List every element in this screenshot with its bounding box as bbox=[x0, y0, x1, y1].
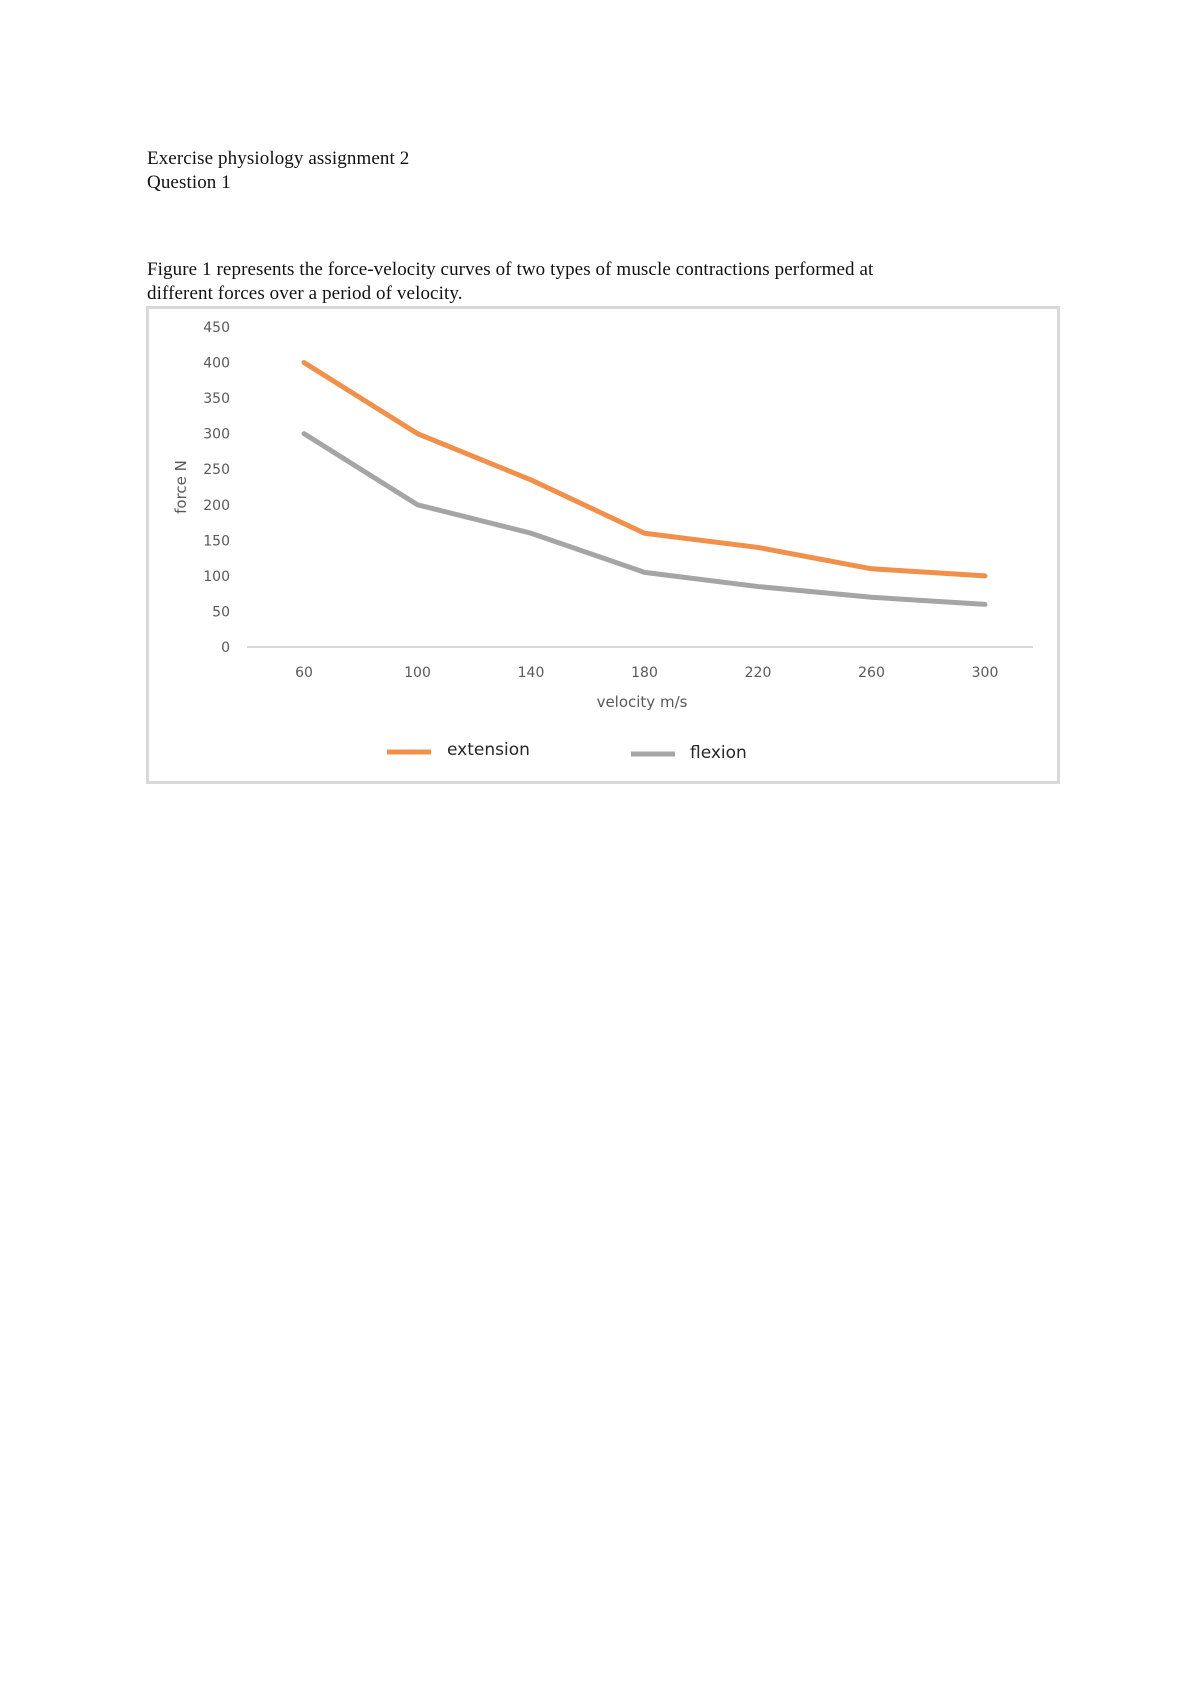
x-tick-label: 100 bbox=[404, 665, 431, 681]
y-tick-label: 200 bbox=[203, 498, 230, 514]
x-tick-label: 300 bbox=[972, 665, 999, 681]
x-tick-label: 260 bbox=[858, 665, 885, 681]
legend-label-extension: extension bbox=[447, 740, 530, 760]
x-tick-label: 60 bbox=[295, 665, 313, 681]
question-label: Question 1 bbox=[147, 172, 231, 193]
chart-frame bbox=[146, 306, 1060, 784]
force-velocity-chart: 0 50 100 150 200 250 300 350 400 450 60 100 140 180 2… bbox=[172, 320, 1033, 763]
y-axis-ticks: 0 50 100 150 200 250 300 350 400 450 bbox=[203, 320, 230, 656]
series-lines bbox=[301, 360, 988, 607]
y-tick-label: 350 bbox=[203, 391, 230, 407]
y-axis-title: force N bbox=[172, 460, 190, 514]
figure-caption-line-1: Figure 1 represents the force-velocity c… bbox=[147, 259, 874, 280]
series-line-extension bbox=[301, 360, 988, 579]
x-axis-ticks: 60 100 140 180 220 260 300 bbox=[295, 665, 998, 681]
x-tick-label: 140 bbox=[518, 665, 545, 681]
y-tick-label: 100 bbox=[203, 569, 230, 585]
y-tick-label: 50 bbox=[212, 604, 230, 620]
y-tick-label: 300 bbox=[203, 427, 230, 443]
legend-label-flexion: flexion bbox=[690, 743, 747, 763]
figure-caption-line-2: different forces over a period of veloci… bbox=[147, 283, 463, 304]
y-tick-label: 250 bbox=[203, 462, 230, 478]
series-line-flexion bbox=[301, 431, 988, 607]
legend: extension flexion bbox=[387, 740, 747, 763]
y-tick-label: 0 bbox=[221, 640, 230, 656]
x-tick-label: 180 bbox=[631, 665, 658, 681]
y-tick-label: 150 bbox=[203, 533, 230, 549]
y-tick-label: 450 bbox=[203, 320, 230, 336]
document-title: Exercise physiology assignment 2 bbox=[147, 148, 410, 169]
x-tick-label: 220 bbox=[745, 665, 772, 681]
y-tick-label: 400 bbox=[203, 356, 230, 372]
x-axis-title: velocity m/s bbox=[597, 693, 688, 711]
